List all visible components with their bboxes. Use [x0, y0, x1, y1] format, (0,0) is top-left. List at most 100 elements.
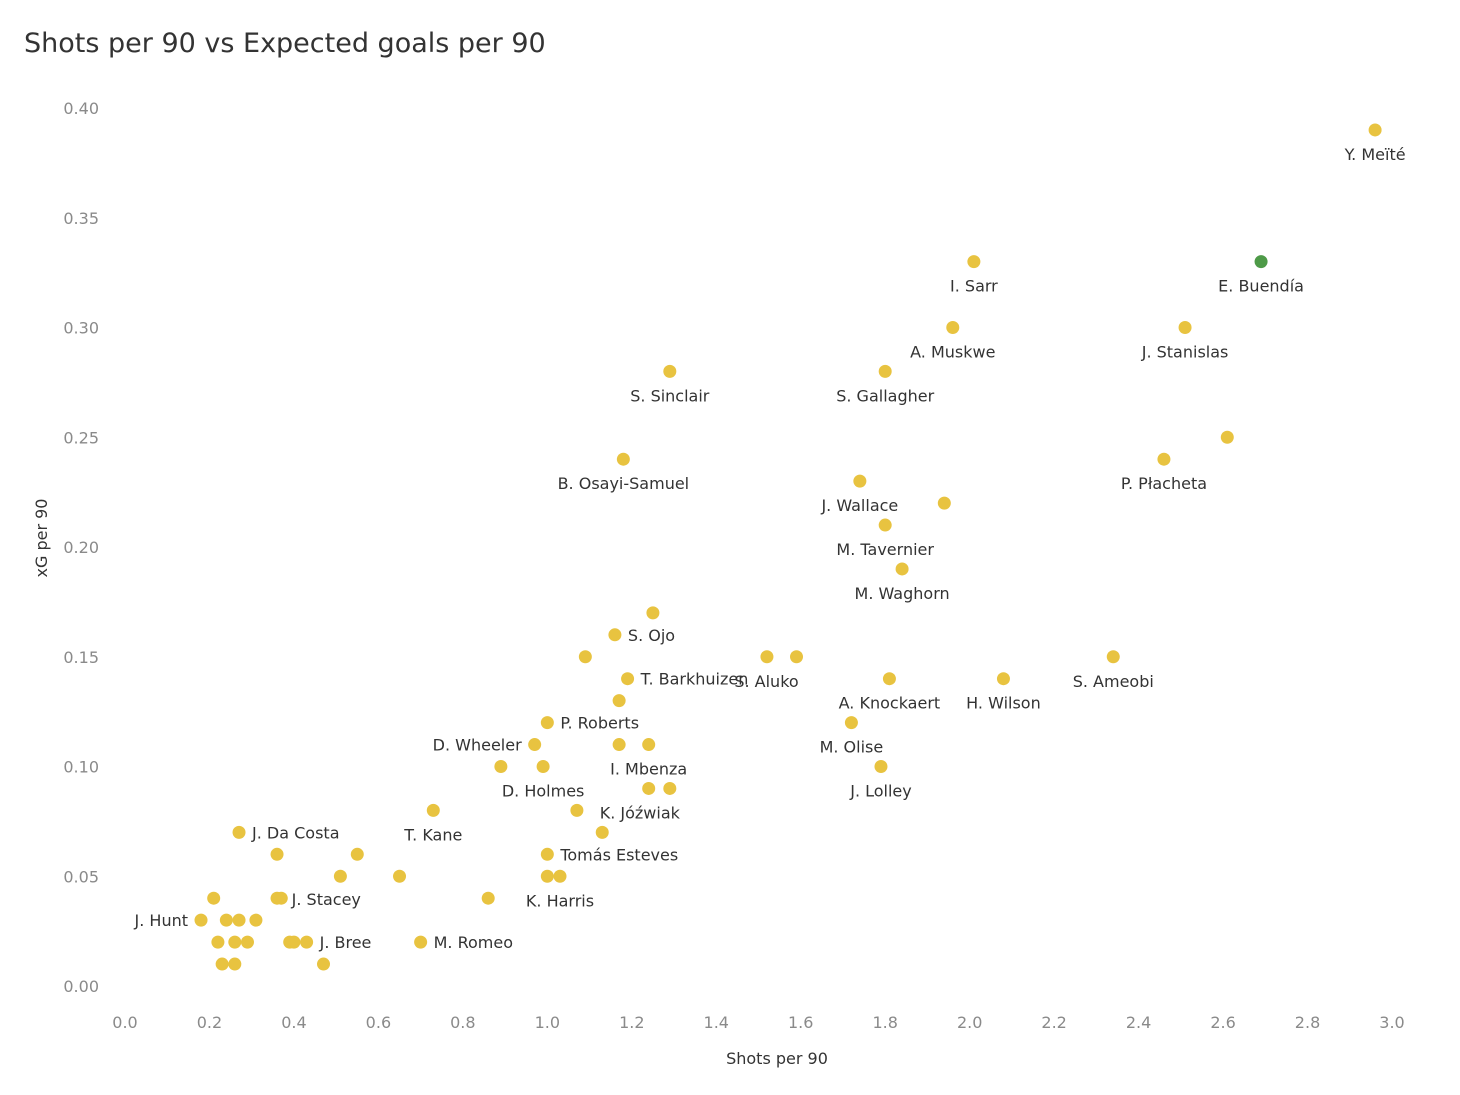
point-label: J. Lolley [849, 782, 912, 801]
data-point[interactable] [895, 562, 909, 576]
data-point[interactable] [228, 957, 242, 971]
data-point[interactable] [608, 628, 622, 642]
data-point[interactable] [760, 650, 774, 664]
point-label: T. Barkhuizen [640, 670, 749, 689]
x-tick-label: 1.4 [704, 1013, 729, 1032]
data-point[interactable] [287, 935, 301, 949]
x-axis-ticks: 0.0 0.2 0.4 0.6 0.8 1.0 1.2 1.4 1.6 1.8 2.0 2.2 2.4 2… [112, 1013, 1404, 1032]
data-point[interactable] [646, 606, 660, 620]
data-point[interactable] [853, 474, 867, 488]
data-point[interactable] [528, 738, 542, 752]
point-label: D. Wheeler [433, 736, 522, 755]
point-label: M. Tavernier [836, 540, 934, 559]
data-point[interactable] [219, 913, 233, 927]
x-tick-label: 2.6 [1210, 1013, 1235, 1032]
data-point[interactable] [240, 935, 254, 949]
data-point[interactable] [663, 781, 677, 795]
point-label: H. Wilson [966, 694, 1041, 713]
data-point[interactable] [616, 452, 630, 466]
point-label: P. Płacheta [1121, 474, 1207, 493]
y-tick-label: 0.25 [63, 428, 99, 447]
point-label: J. Stacey [291, 890, 361, 909]
highlighted-data-point[interactable] [1254, 255, 1268, 269]
x-tick-label: 3.0 [1379, 1013, 1404, 1032]
data-point[interactable] [215, 957, 229, 971]
point-label: J. Bree [319, 933, 372, 952]
data-point[interactable] [540, 869, 554, 883]
x-tick-label: 1.0 [535, 1013, 560, 1032]
data-point[interactable] [333, 869, 347, 883]
data-point[interactable] [228, 935, 242, 949]
data-point[interactable] [1220, 430, 1234, 444]
point-label: J. Wallace [820, 496, 898, 515]
x-tick-label: 0.8 [450, 1013, 475, 1032]
data-point[interactable] [232, 913, 246, 927]
data-point[interactable] [232, 825, 246, 839]
data-point[interactable] [249, 913, 263, 927]
data-point[interactable] [494, 760, 508, 773]
data-point[interactable] [570, 803, 584, 817]
data-point[interactable] [844, 716, 858, 730]
data-point[interactable] [878, 364, 892, 378]
point-label: J. Stanislas [1141, 343, 1229, 362]
data-point[interactable] [414, 935, 428, 949]
data-point[interactable] [595, 825, 609, 839]
data-point[interactable] [874, 760, 888, 773]
data-point[interactable] [1368, 123, 1382, 137]
data-point[interactable] [663, 364, 677, 378]
data-point[interactable] [540, 847, 554, 861]
data-point[interactable] [1157, 452, 1171, 466]
data-point[interactable] [578, 650, 592, 664]
point-label: Y. Meïté [1344, 145, 1406, 164]
point-label: E. Buendía [1218, 277, 1304, 296]
y-tick-label: 0.10 [63, 758, 99, 777]
point-label: M. Waghorn [855, 584, 950, 603]
data-point[interactable] [882, 672, 896, 686]
data-point[interactable] [211, 935, 225, 949]
data-point[interactable] [194, 913, 208, 927]
data-point[interactable] [946, 321, 960, 334]
point-label: T. Kane [403, 825, 462, 844]
point-label: S. Aluko [734, 672, 798, 691]
y-tick-label: 0.00 [63, 977, 99, 996]
x-tick-label: 0.6 [366, 1013, 391, 1032]
data-point[interactable] [790, 650, 804, 664]
data-point[interactable] [937, 496, 951, 510]
x-tick-label: 1.2 [619, 1013, 644, 1032]
data-point[interactable] [536, 760, 550, 773]
point-label: J. Hunt [134, 911, 188, 930]
point-label: D. Holmes [502, 782, 585, 801]
data-point[interactable] [967, 255, 981, 269]
data-point[interactable] [878, 518, 892, 532]
point-label: S. Ameobi [1073, 672, 1154, 691]
x-tick-label: 0.4 [281, 1013, 306, 1032]
point-label: A. Knockaert [839, 694, 941, 713]
data-point[interactable] [540, 716, 554, 730]
data-point[interactable] [553, 869, 567, 883]
data-point[interactable] [612, 738, 626, 752]
data-point[interactable] [996, 672, 1010, 686]
data-point[interactable] [300, 935, 314, 949]
data-point[interactable] [393, 869, 407, 883]
x-axis-title: Shots per 90 [726, 1049, 828, 1068]
data-point[interactable] [426, 803, 440, 817]
data-point[interactable] [350, 847, 364, 861]
point-label: A. Muskwe [910, 343, 995, 362]
data-point[interactable] [642, 781, 656, 795]
data-point[interactable] [270, 847, 284, 861]
x-tick-label: 0.0 [112, 1013, 137, 1032]
data-point[interactable] [481, 891, 495, 905]
data-point[interactable] [621, 672, 635, 686]
point-label: K. Harris [526, 891, 594, 910]
data-point[interactable] [316, 957, 330, 971]
data-point[interactable] [207, 891, 221, 905]
data-point[interactable] [274, 891, 288, 905]
point-label: M. Olise [820, 738, 884, 757]
data-point[interactable] [1178, 321, 1192, 334]
point-label: I. Sarr [950, 277, 998, 296]
data-point[interactable] [642, 738, 656, 752]
y-axis-title: xG per 90 [32, 499, 51, 578]
data-point[interactable] [1106, 650, 1120, 664]
y-tick-label: 0.40 [63, 99, 99, 118]
data-point[interactable] [612, 694, 626, 708]
